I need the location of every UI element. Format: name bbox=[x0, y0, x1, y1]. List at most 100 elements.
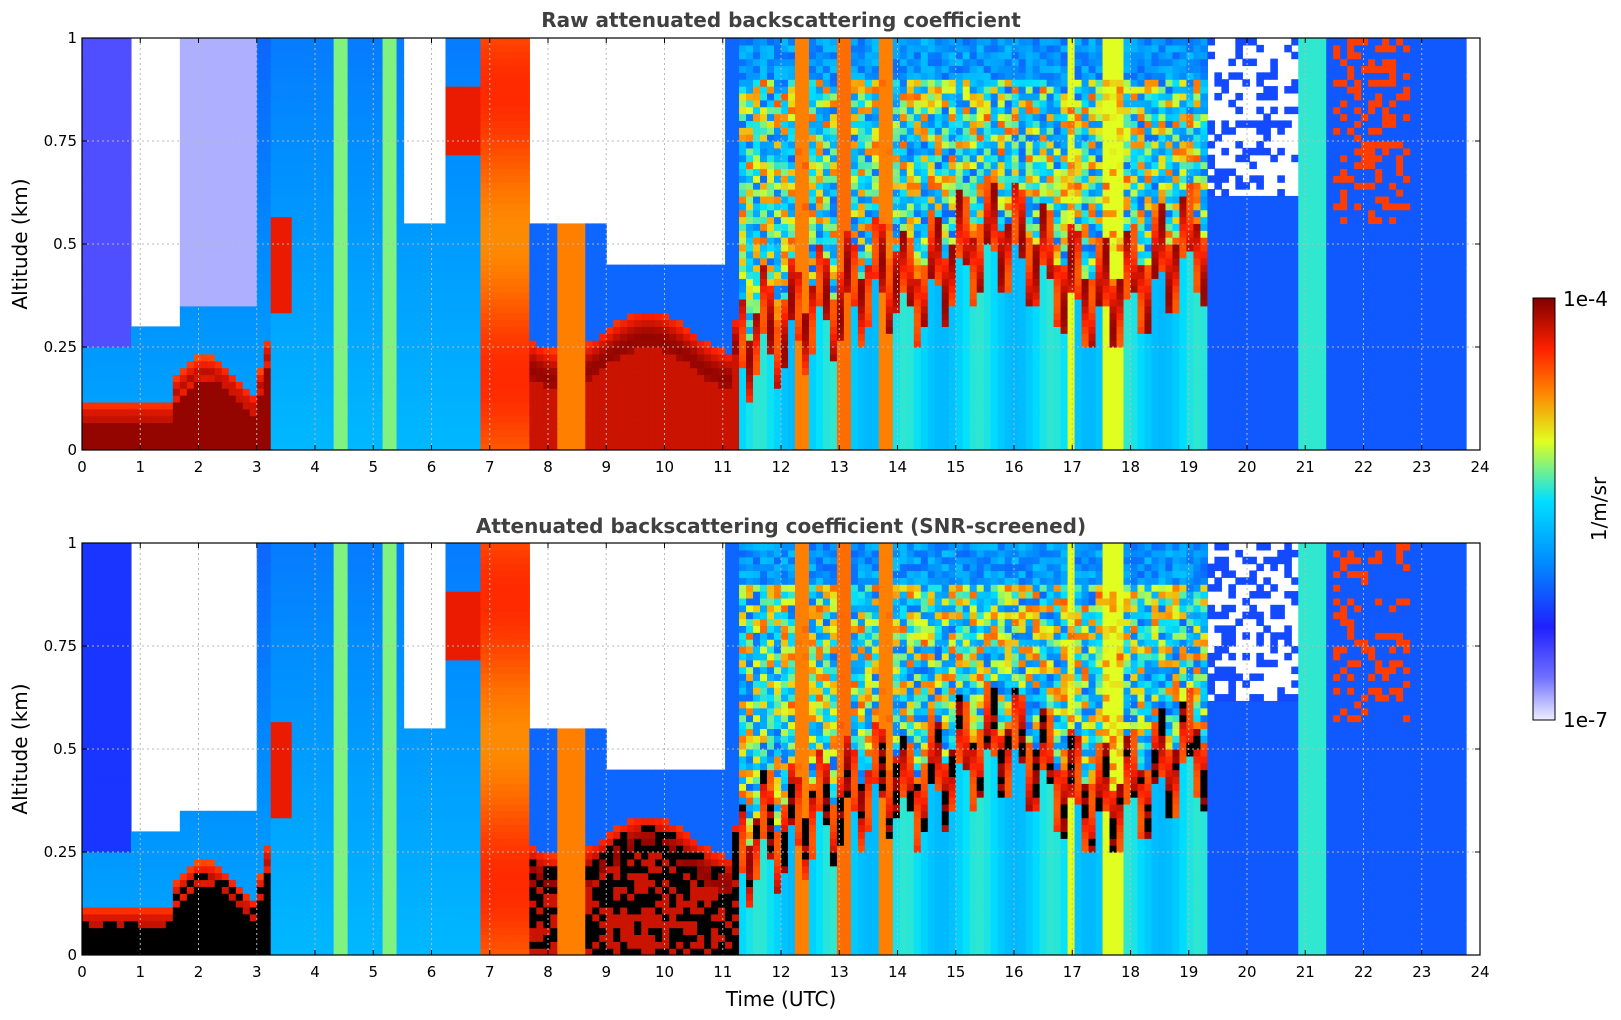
heatmap-cell bbox=[648, 360, 656, 369]
heatmap-cell bbox=[774, 257, 782, 266]
heatmap-cell bbox=[480, 271, 489, 279]
heatmap-cell bbox=[787, 51, 796, 60]
heatmap-cell bbox=[620, 408, 628, 417]
heatmap-cell bbox=[543, 347, 551, 355]
heatmap-cell bbox=[529, 395, 537, 403]
heatmap-cell bbox=[417, 408, 426, 417]
heatmap-cell bbox=[683, 429, 691, 437]
heatmap-cell bbox=[291, 271, 300, 279]
heatmap-cell bbox=[95, 244, 104, 252]
heatmap-cell bbox=[305, 244, 314, 252]
heatmap-cell bbox=[746, 408, 754, 417]
heatmap-cell bbox=[620, 319, 628, 327]
heatmap-cell bbox=[312, 175, 321, 183]
heatmap-cell bbox=[410, 292, 419, 300]
heatmap-cell bbox=[326, 436, 335, 444]
heatmap-cell bbox=[277, 127, 286, 135]
heatmap-cell bbox=[808, 161, 817, 170]
heatmap-cell bbox=[669, 401, 677, 410]
heatmap-cell bbox=[431, 436, 440, 444]
heatmap-cell bbox=[256, 367, 265, 376]
heatmap-cell bbox=[116, 360, 125, 369]
heatmap-cell bbox=[494, 443, 502, 450]
heatmap-cell bbox=[270, 374, 279, 382]
heatmap-cell bbox=[403, 374, 412, 382]
heatmap-cell bbox=[508, 408, 516, 417]
heatmap-cell bbox=[263, 374, 272, 382]
heatmap-cell bbox=[340, 182, 349, 190]
heatmap-cell bbox=[361, 326, 370, 334]
heatmap-cell bbox=[501, 360, 509, 369]
heatmap-cell bbox=[102, 127, 111, 135]
heatmap-cell bbox=[543, 230, 551, 238]
heatmap-cell bbox=[431, 250, 440, 259]
heatmap-cell bbox=[753, 347, 761, 355]
heatmap-cell bbox=[753, 154, 761, 163]
heatmap-cell bbox=[396, 367, 405, 376]
heatmap-cell bbox=[298, 257, 307, 266]
heatmap-cell bbox=[732, 395, 740, 403]
heatmap-cell bbox=[284, 120, 293, 128]
heatmap-cell bbox=[767, 99, 775, 108]
heatmap-cell bbox=[592, 292, 600, 300]
heatmap-cell bbox=[109, 106, 118, 115]
heatmap-cell bbox=[200, 298, 209, 307]
heatmap-cell bbox=[550, 319, 558, 327]
heatmap-cell bbox=[354, 230, 363, 238]
heatmap-cell bbox=[389, 408, 398, 417]
heatmap-cell bbox=[277, 65, 286, 73]
heatmap-cell bbox=[88, 422, 97, 430]
heatmap-cell bbox=[375, 182, 384, 190]
heatmap-cell bbox=[774, 147, 782, 156]
heatmap-cell bbox=[459, 161, 468, 170]
heatmap-cell bbox=[711, 292, 719, 300]
heatmap-cell bbox=[627, 292, 635, 300]
heatmap-cell bbox=[564, 340, 572, 348]
heatmap-cell bbox=[151, 395, 160, 403]
heatmap-cell bbox=[732, 305, 740, 314]
heatmap-cell bbox=[781, 230, 789, 238]
heatmap-cell bbox=[354, 250, 363, 259]
heatmap-cell bbox=[634, 285, 642, 293]
heatmap-cell bbox=[82, 381, 90, 389]
heatmap-cell bbox=[361, 388, 370, 396]
heatmap-cell bbox=[82, 230, 90, 238]
heatmap-cell bbox=[179, 353, 188, 362]
heatmap-cell bbox=[466, 436, 475, 444]
heatmap-cell bbox=[592, 415, 600, 424]
heatmap-cell bbox=[179, 257, 188, 266]
heatmap-cell bbox=[207, 106, 216, 115]
heatmap-cell bbox=[774, 360, 782, 369]
heatmap-cell bbox=[515, 223, 523, 231]
heatmap-cell bbox=[109, 134, 118, 142]
heatmap-cell bbox=[494, 195, 502, 204]
heatmap-cell bbox=[207, 120, 216, 128]
heatmap-cell bbox=[613, 374, 621, 382]
heatmap-cell bbox=[312, 72, 321, 80]
heatmap-cell bbox=[459, 223, 468, 231]
heatmap-cell bbox=[522, 134, 530, 142]
heatmap-cell bbox=[298, 415, 307, 424]
heatmap-cell bbox=[683, 422, 691, 430]
heatmap-cell bbox=[403, 271, 412, 279]
heatmap-cell bbox=[767, 374, 775, 382]
heatmap-cell bbox=[95, 72, 104, 80]
heatmap-cell bbox=[515, 443, 523, 450]
heatmap-cell bbox=[88, 360, 97, 369]
heatmap-cell bbox=[116, 271, 125, 279]
heatmap-cell bbox=[767, 367, 775, 376]
heatmap-cell bbox=[340, 168, 349, 176]
heatmap-cell bbox=[347, 154, 356, 163]
heatmap-cell bbox=[445, 374, 454, 382]
heatmap-cell bbox=[627, 388, 635, 396]
heatmap-cell bbox=[82, 298, 90, 307]
heatmap-cell bbox=[578, 340, 586, 348]
heatmap-cell bbox=[347, 388, 356, 396]
heatmap-cell bbox=[613, 353, 621, 362]
heatmap-cell bbox=[473, 79, 482, 87]
heatmap-cell bbox=[235, 347, 244, 355]
heatmap-cell bbox=[193, 319, 202, 327]
heatmap-cell bbox=[522, 285, 530, 293]
heatmap-cell bbox=[305, 92, 314, 101]
heatmap-cell bbox=[641, 388, 649, 396]
